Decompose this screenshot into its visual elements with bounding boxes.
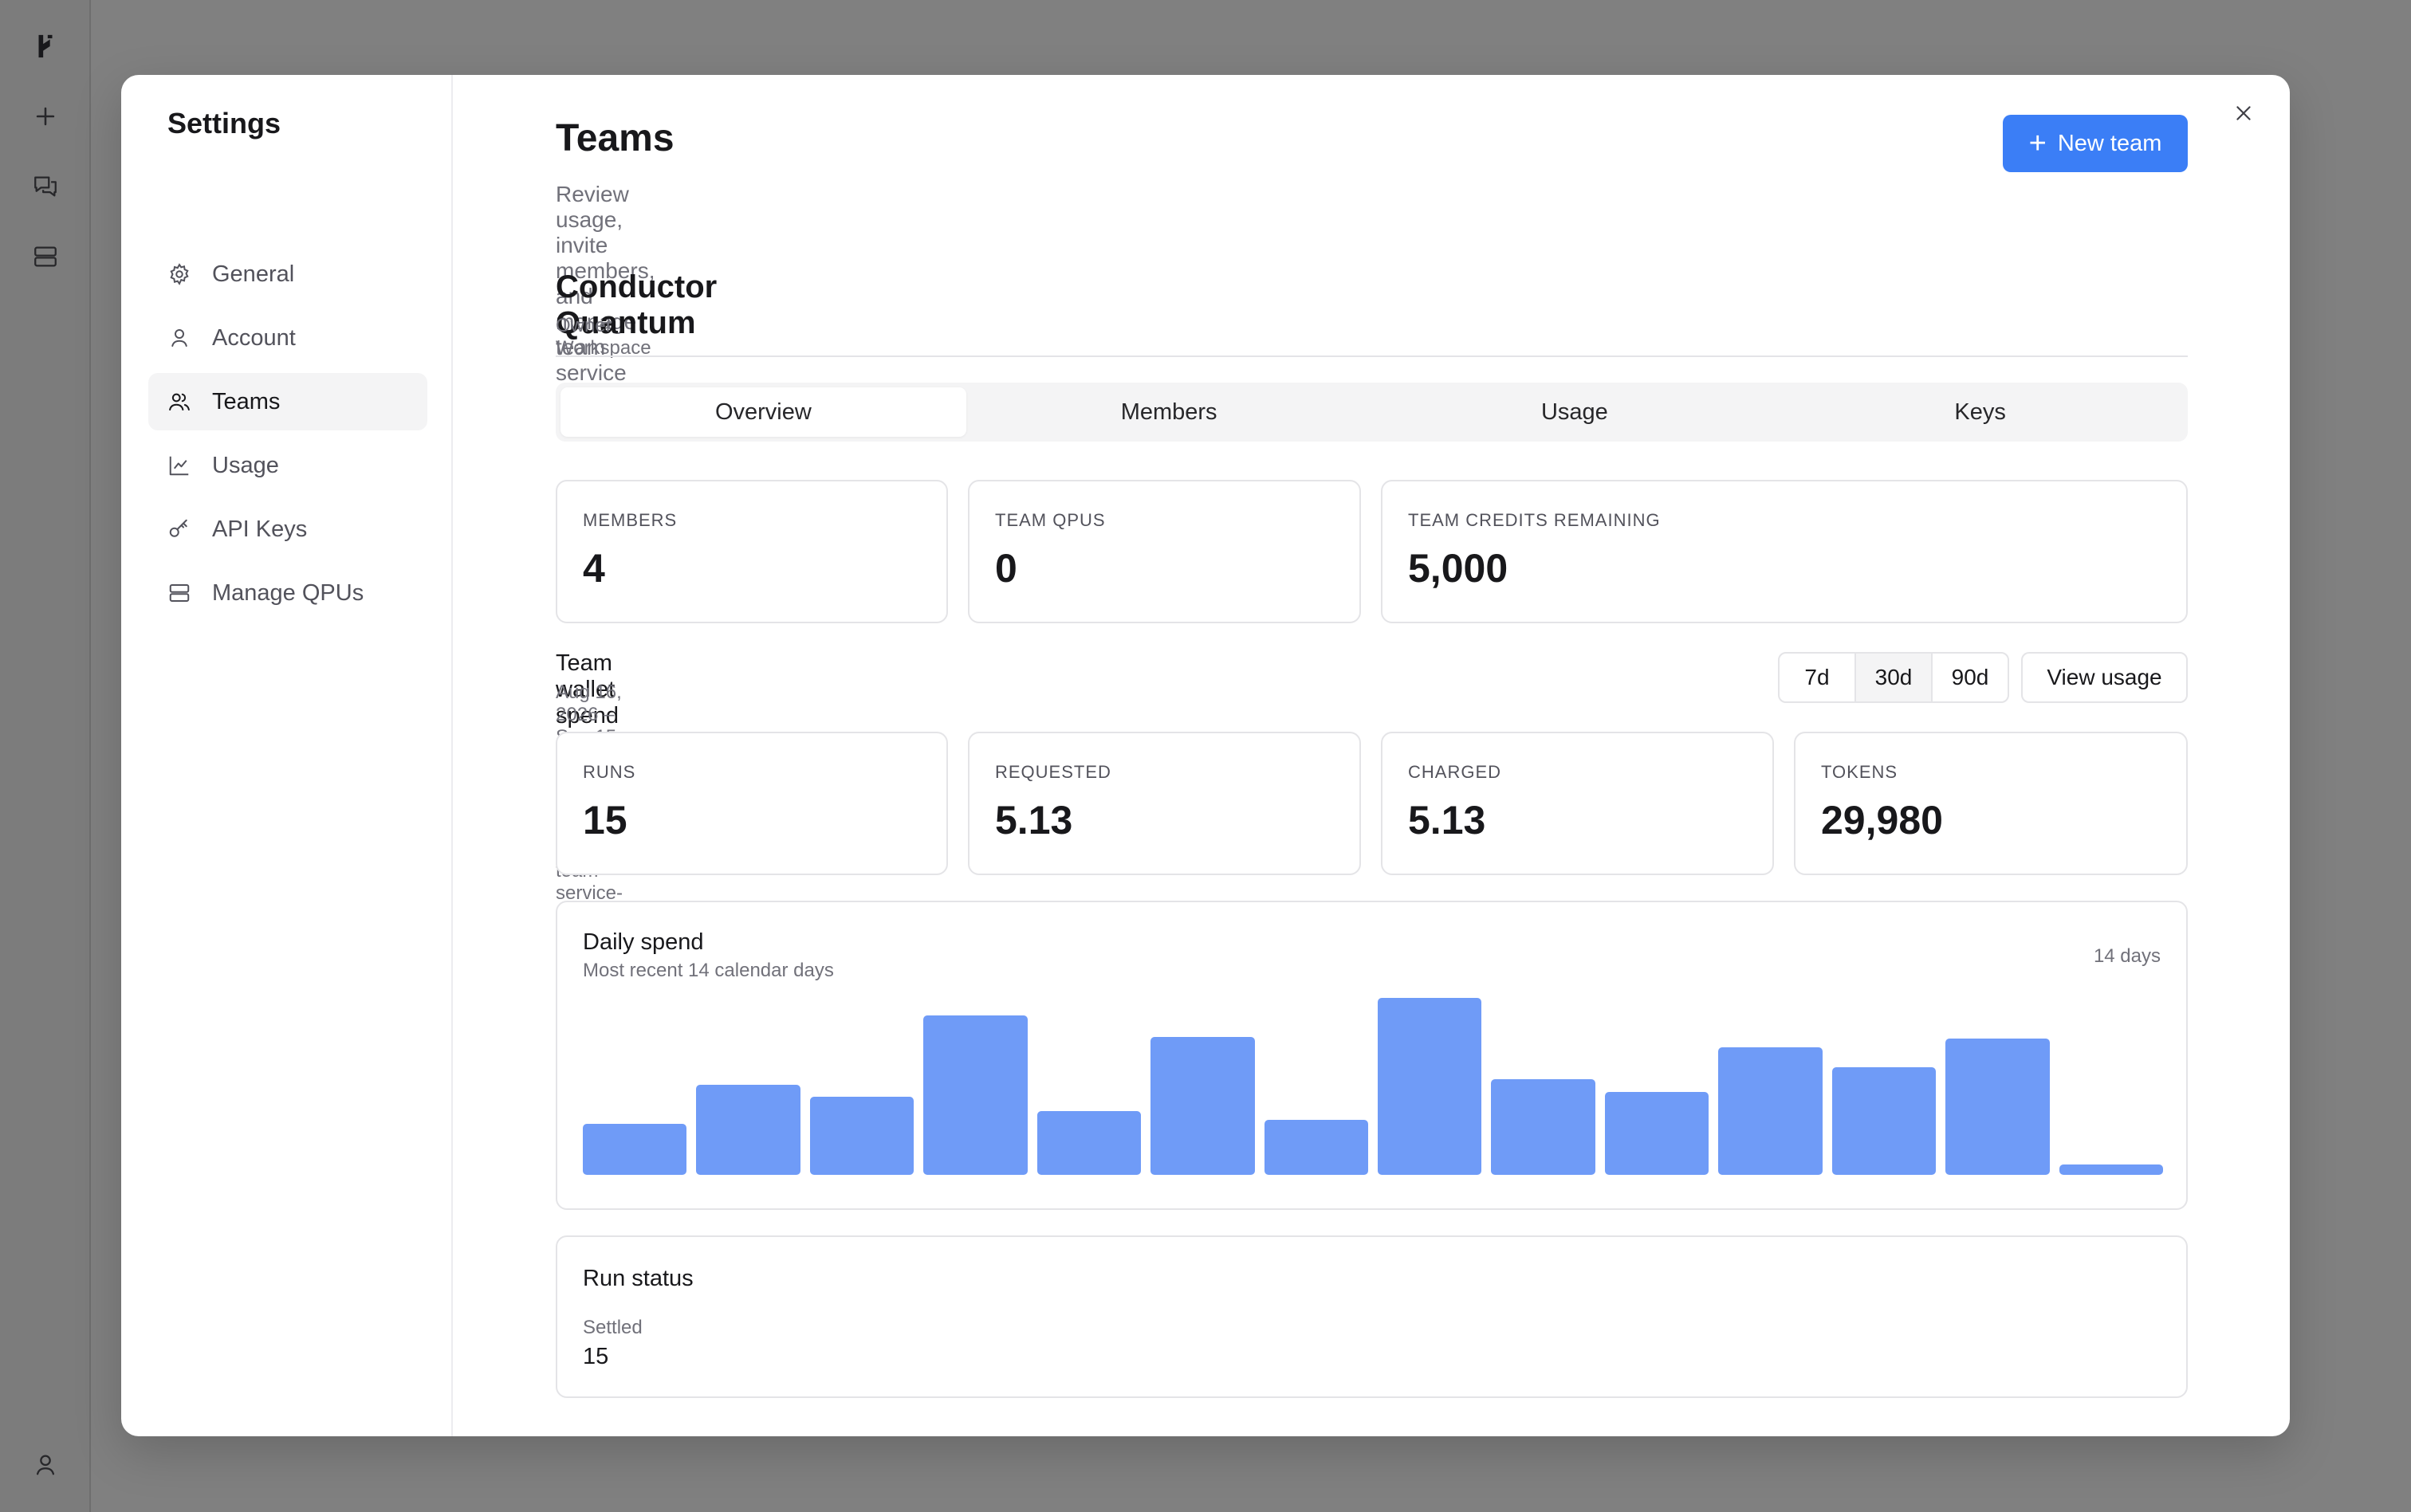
bar-day-2	[696, 1084, 800, 1175]
sidebar-item-label: Teams	[212, 388, 281, 414]
stat-value: 15	[583, 798, 627, 842]
settings-title: Settings	[167, 107, 281, 139]
key-icon	[169, 519, 187, 537]
close-icon	[2236, 106, 2251, 120]
sidebar-item-label: API Keys	[212, 516, 308, 542]
chart-days-label: 14 days	[2093, 945, 2161, 967]
settled-label: Settled	[583, 1317, 643, 1338]
close-button[interactable]	[2228, 97, 2260, 129]
team-tabs: Overview Members Usage Keys	[556, 383, 2188, 442]
run-status-card: Run status Settled 15	[556, 1235, 2188, 1398]
chart-title: Daily spend	[583, 929, 704, 955]
sidebar-item-label: General	[212, 261, 295, 287]
stat-label: MEMBERS	[583, 510, 678, 530]
bar-day-8	[1378, 998, 1482, 1175]
wallet-spend-title: Team wallet spend	[556, 650, 619, 729]
bar-day-1	[583, 1123, 687, 1175]
stat-label: TEAM CREDITS REMAINING	[1408, 510, 1661, 530]
user-icon[interactable]	[0, 1441, 91, 1489]
range-30d-button[interactable]: 30d	[1856, 654, 1933, 701]
users-icon	[169, 393, 190, 410]
stat-label: TEAM QPUS	[995, 510, 1106, 530]
charged-card: CHARGED 5.13	[1381, 732, 1774, 875]
team-role: Owner Workspace	[556, 315, 651, 359]
bar-day-7	[1264, 1120, 1368, 1175]
sidebar-item-teams[interactable]: Teams	[148, 373, 427, 430]
bar-day-5	[1036, 1111, 1142, 1175]
stat-label: TOKENS	[1821, 762, 1898, 782]
stat-value: 29,980	[1821, 798, 1943, 842]
stat-label: REQUESTED	[995, 762, 1111, 782]
bar-day-3	[809, 1097, 914, 1175]
tokens-card: TOKENS 29,980	[1794, 732, 2188, 875]
gear-icon	[170, 263, 189, 285]
plus-icon[interactable]	[0, 92, 91, 140]
bar-day-4	[923, 1015, 1028, 1175]
stat-value: 4	[583, 546, 605, 591]
bar-day-14	[2059, 1164, 2163, 1175]
stat-value: 5,000	[1408, 546, 1508, 591]
team-credits-card: TEAM CREDITS REMAINING 5,000	[1381, 480, 2188, 623]
sidebar-item-manage-qpus[interactable]: Manage QPUs	[148, 564, 427, 622]
team-name: Conductor Quantum	[556, 269, 718, 340]
server-icon	[169, 584, 190, 602]
chart-subtitle: Most recent 14 calendar days	[583, 960, 834, 981]
sidebar-item-usage[interactable]: Usage	[148, 437, 427, 494]
new-team-button[interactable]: + New team	[2003, 115, 2188, 172]
daily-spend-bars	[583, 998, 2163, 1175]
daily-spend-card: Daily spend Most recent 14 calendar days…	[556, 901, 2188, 1210]
app-rail	[0, 0, 91, 1512]
sidebar-item-account[interactable]: Account	[148, 309, 427, 367]
stat-label: CHARGED	[1408, 762, 1502, 782]
app-logo-icon[interactable]	[0, 22, 91, 70]
runs-card: RUNS 15	[556, 732, 948, 875]
bar-day-9	[1491, 1079, 1595, 1175]
user-icon	[171, 329, 187, 347]
tab-usage[interactable]: Usage	[1540, 399, 1608, 425]
tab-overview[interactable]: Overview	[560, 387, 966, 437]
bar-day-10	[1604, 1091, 1709, 1175]
bar-day-12	[1831, 1066, 1937, 1175]
range-selector: 7d 30d 90d	[1778, 652, 2009, 703]
sidebar-item-label: Manage QPUs	[212, 579, 364, 606]
chart-icon	[169, 456, 189, 476]
view-usage-button[interactable]: View usage	[2021, 652, 2188, 703]
sidebar-item-label: Account	[212, 324, 296, 351]
new-team-label: New team	[2057, 130, 2162, 156]
page-title: Teams	[556, 117, 675, 159]
stat-value: 0	[995, 546, 1017, 591]
chat-icon[interactable]	[0, 163, 91, 210]
tab-keys[interactable]: Keys	[1954, 399, 2006, 425]
server-icon[interactable]	[0, 233, 91, 281]
requested-card: REQUESTED 5.13	[968, 732, 1361, 875]
sidebar-item-label: Usage	[212, 452, 279, 478]
tab-members[interactable]: Members	[1120, 399, 1217, 425]
sidebar-item-api-keys[interactable]: API Keys	[148, 501, 427, 558]
stat-value: 5.13	[1408, 798, 1486, 842]
page-subtitle: Review usage, invite members, and manage…	[556, 182, 655, 410]
sidebar-item-general[interactable]: General	[148, 245, 427, 303]
settings-sidebar: Settings General Account Teams Usage API…	[121, 75, 453, 1436]
stat-label: RUNS	[583, 762, 636, 782]
bar-day-13	[1945, 1039, 2050, 1175]
stat-value: 5.13	[995, 798, 1073, 842]
plus-icon: +	[2028, 127, 2047, 160]
run-status-title: Run status	[583, 1266, 694, 1291]
range-90d-button[interactable]: 90d	[1951, 665, 1989, 689]
range-7d-button[interactable]: 7d	[1780, 654, 1856, 701]
team-qpus-card: TEAM QPUS 0	[968, 480, 1361, 623]
settled-value: 15	[583, 1344, 609, 1369]
members-card: MEMBERS 4	[556, 480, 948, 623]
bar-day-6	[1150, 1036, 1255, 1175]
divider	[556, 355, 2188, 357]
bar-day-11	[1718, 1047, 1823, 1175]
